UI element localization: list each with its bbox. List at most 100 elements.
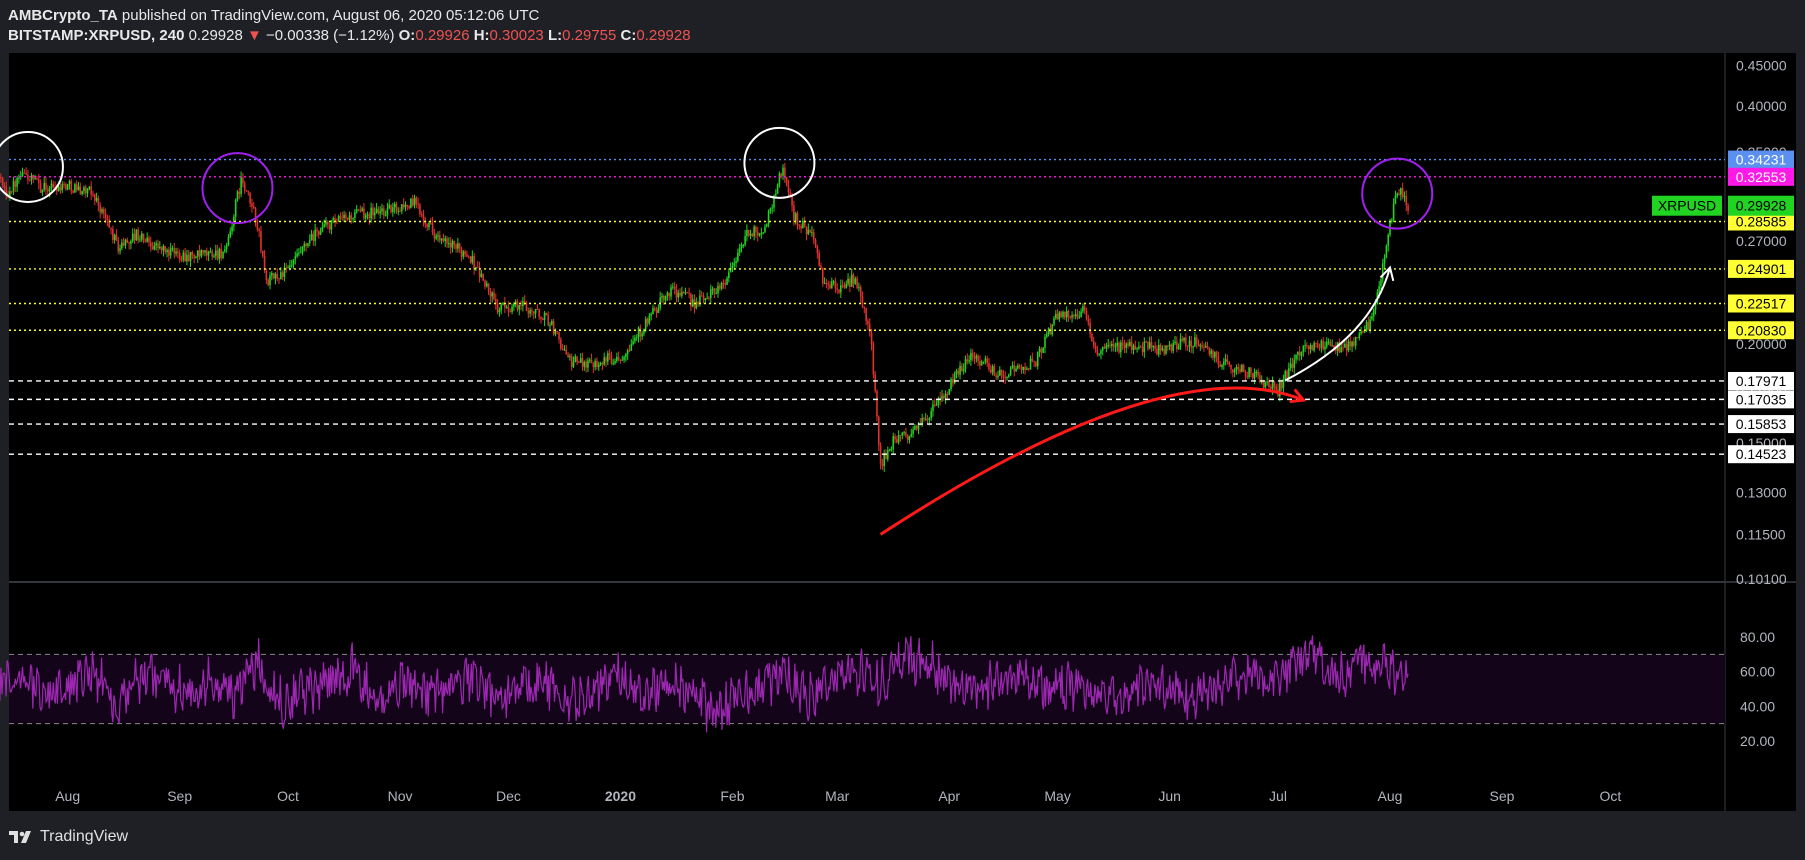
candle-body [899, 435, 902, 437]
candle-body [1120, 342, 1122, 353]
candle-body [336, 221, 338, 223]
candle-body [334, 218, 336, 222]
current-price-tag [1728, 195, 1794, 216]
candle-body [1385, 245, 1388, 258]
candle-body [1286, 371, 1288, 378]
rsi-line[interactable] [0, 635, 1409, 733]
candle-body [538, 309, 540, 317]
candle-body [211, 251, 213, 257]
candle-body [1130, 341, 1133, 350]
candle-body [489, 291, 492, 297]
candle-body [672, 286, 674, 288]
candle-body [1044, 336, 1046, 348]
candle-body [133, 233, 136, 241]
candle-body [1356, 337, 1359, 339]
candle-body [950, 379, 952, 390]
candle-body [75, 184, 78, 191]
candle-body [373, 212, 376, 216]
candle-body [762, 232, 764, 234]
candle-body [986, 358, 988, 364]
time-axis-tick: Jun [1158, 788, 1181, 804]
candle-body [50, 183, 53, 189]
candle-body [1327, 341, 1330, 343]
candle-body [56, 188, 58, 191]
candle-body [1009, 368, 1012, 375]
candle-body [171, 248, 174, 250]
candle-body [106, 219, 109, 221]
symbol-tag[interactable] [1652, 195, 1722, 216]
candle-body [90, 186, 92, 195]
highlight-circle[interactable] [0, 130, 64, 203]
candle-body [191, 252, 194, 255]
candle-body [722, 283, 725, 285]
candle-body [45, 182, 47, 190]
candle-body [997, 375, 999, 378]
candle-body [393, 203, 396, 208]
candle-body [1091, 333, 1093, 341]
candle-body [108, 220, 111, 228]
candle-body [363, 208, 365, 219]
candle-body [209, 251, 212, 253]
red-curved-arrow[interactable] [879, 386, 1304, 536]
candle-body [207, 251, 210, 256]
candle-body [946, 393, 949, 395]
time-axis-tick: Apr [938, 788, 960, 804]
candle-body [375, 208, 378, 213]
candle-body [709, 289, 712, 299]
candle-body [1363, 330, 1366, 333]
candle-body [1262, 381, 1265, 388]
candle-body [563, 349, 566, 351]
candle-body [1219, 364, 1221, 368]
level-price-tag [1728, 294, 1794, 313]
white-curved-arrow[interactable] [1284, 267, 1391, 382]
candle-body [160, 246, 163, 251]
candle-body [117, 240, 120, 252]
rsi-axis-tick: 60.00 [1740, 664, 1775, 680]
candle-body [679, 292, 681, 296]
candle-body [690, 293, 692, 307]
candle-body [1159, 344, 1162, 351]
candle-body [1250, 367, 1252, 374]
candle-body [699, 295, 701, 305]
candle-body [202, 249, 204, 253]
level-price-tag [1728, 371, 1794, 390]
candle-body [453, 240, 456, 245]
candle-body [1212, 350, 1214, 358]
tradingview-logo-icon[interactable] [8, 829, 34, 845]
candle-body [720, 283, 723, 289]
candle-body [1259, 375, 1261, 383]
candle-body [663, 295, 665, 301]
tradingview-brand[interactable]: TradingView [40, 828, 129, 845]
candle-body [328, 224, 331, 230]
candle-body [619, 359, 622, 361]
candle-body [1237, 367, 1240, 369]
candle-body [310, 233, 313, 241]
candle-body [1092, 340, 1095, 346]
candle-body [222, 251, 224, 258]
time-axis-tick: Feb [720, 788, 744, 804]
candle-body [677, 292, 680, 298]
symbol-label[interactable]: BITSTAMP:XRPUSD, 240 [8, 27, 185, 44]
candle-body [92, 194, 94, 196]
candle-body [484, 280, 486, 287]
candle-body [1333, 345, 1335, 348]
candle-body [187, 254, 190, 262]
highlight-circle[interactable] [1361, 157, 1434, 230]
time-axis-tick: Mar [825, 788, 849, 804]
candle-body [1190, 340, 1193, 348]
candle-body [726, 278, 728, 285]
candle-body [258, 229, 260, 232]
candle-body [1062, 311, 1064, 317]
candle-body [796, 213, 799, 226]
level-price-text: 0.28585 [1736, 213, 1787, 229]
author-name[interactable]: AMBCrypto_TA [8, 7, 118, 24]
highlight-circle[interactable] [743, 126, 816, 199]
candle-body [1141, 347, 1144, 353]
candle-body [81, 191, 83, 195]
candle-body [628, 350, 631, 352]
candle-body [372, 207, 374, 216]
candle-body [243, 183, 246, 191]
highlight-circle[interactable] [201, 152, 274, 225]
candle-body [337, 215, 340, 222]
